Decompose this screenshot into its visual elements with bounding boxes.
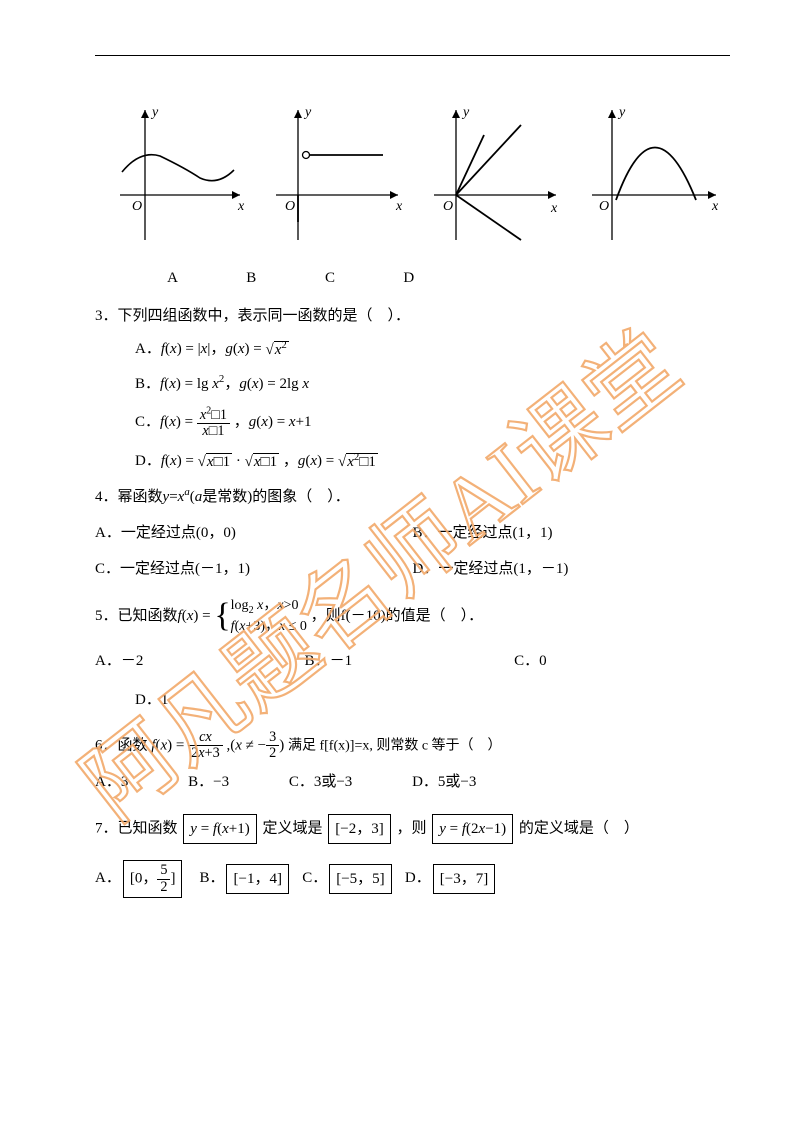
- q6-opt-A: A．3: [95, 774, 156, 790]
- graph-label-C: C: [293, 266, 368, 290]
- graph-D: x y O: [584, 100, 724, 258]
- q6-options: A．3 B．−3 C．3或−3 D．5或−3: [95, 770, 730, 794]
- graph-B: x y O: [268, 100, 408, 258]
- graph-C: x y O: [426, 100, 566, 258]
- q7-num: 7: [95, 820, 103, 836]
- svg-text:O: O: [285, 199, 295, 214]
- q3-opt-A: A．f(x) = |x|，g(x) = √x2: [135, 337, 730, 362]
- q7-opt-B: B．[−1，4]: [199, 870, 290, 886]
- q3-opt-C: C．f(x) = x2□1x□1 ，g(x) = x+1: [135, 405, 730, 440]
- q4-opt-C: C．一定经过点(－1，1): [95, 557, 413, 581]
- question-5: 5．已知函数f(x) = {log2 x，x>0f(x+3)，x ≤ 0 ，则f…: [95, 597, 730, 711]
- q5-num: 5: [95, 608, 103, 624]
- q4-opt-D: D．一定经过点(1，－1): [413, 557, 731, 581]
- q6-opt-C: C．3或−3: [289, 774, 380, 790]
- svg-text:y: y: [150, 105, 159, 120]
- q7-box3: y = f(2x−1): [432, 814, 513, 844]
- q5-opt-A: A．－2: [95, 649, 305, 673]
- svg-text:O: O: [443, 199, 453, 214]
- svg-text:x: x: [237, 199, 245, 214]
- graph-label-A: A: [135, 266, 210, 290]
- q7-options: A．[0，52] B．[−1，4] C．[−5，5] D．[−3，7]: [95, 860, 730, 898]
- graph-row: x y O x y O x y O: [110, 100, 730, 258]
- graph-label-D: D: [371, 266, 446, 290]
- q4-opt-B: B．一定经过点(1，1): [413, 521, 731, 545]
- q7-opt-D: D．[−3，7]: [405, 870, 497, 886]
- q3-opt-B: B．f(x) = lg x2，g(x) = 2lg x: [135, 371, 730, 396]
- svg-text:y: y: [461, 105, 470, 120]
- graph-A: x y O: [110, 100, 250, 258]
- svg-text:x: x: [395, 199, 403, 214]
- graph-labels: A B C D: [135, 266, 730, 290]
- svg-text:y: y: [617, 105, 626, 120]
- q3-stem: 下列四组函数中，表示同一函数的是（ ）．: [118, 308, 411, 324]
- q4-opt-A: A．一定经过点(0，0): [95, 521, 413, 545]
- q6-num: 6: [95, 737, 103, 753]
- q6-opt-D: D．5或−3: [412, 774, 504, 790]
- q7-box2: [−2，3]: [328, 814, 390, 844]
- q7-opt-C: C．[−5，5]: [302, 870, 393, 886]
- question-4: 4．幂函数y=xa(a是常数)的图象（ ）． A．一定经过点(0，0) B．一定…: [95, 484, 730, 587]
- svg-text:O: O: [132, 199, 142, 214]
- question-7: 7．已知函数 y = f(x+1) 定义域是 [−2，3] ，则 y = f(2…: [95, 814, 730, 898]
- q7-opt-A: A．[0，52]: [95, 870, 184, 886]
- svg-text:x: x: [550, 201, 558, 216]
- q7-box1: y = f(x+1): [183, 814, 256, 844]
- svg-text:x: x: [711, 199, 719, 214]
- q5-opt-B: B．－1: [305, 649, 515, 673]
- q3-num: 3: [95, 308, 103, 324]
- q4-num: 4: [95, 489, 103, 505]
- graph-label-B: B: [214, 266, 289, 290]
- q5-opt-C: C．0: [514, 649, 724, 673]
- q6-opt-B: B．−3: [188, 774, 257, 790]
- question-3: 3．下列四组函数中，表示同一函数的是（ ）． A．f(x) = |x|，g(x)…: [95, 304, 730, 474]
- question-6: 6．函数 f(x) = cx2x+3 ,(x ≠ −32) 满足 f[f(x)]…: [95, 730, 730, 794]
- q3-opt-D: D．f(x) = √x□1 · √x□1 ，g(x) = √x2□1: [135, 449, 730, 474]
- svg-text:O: O: [599, 199, 609, 214]
- q5-opt-D: D．1: [135, 688, 730, 712]
- svg-text:y: y: [303, 105, 312, 120]
